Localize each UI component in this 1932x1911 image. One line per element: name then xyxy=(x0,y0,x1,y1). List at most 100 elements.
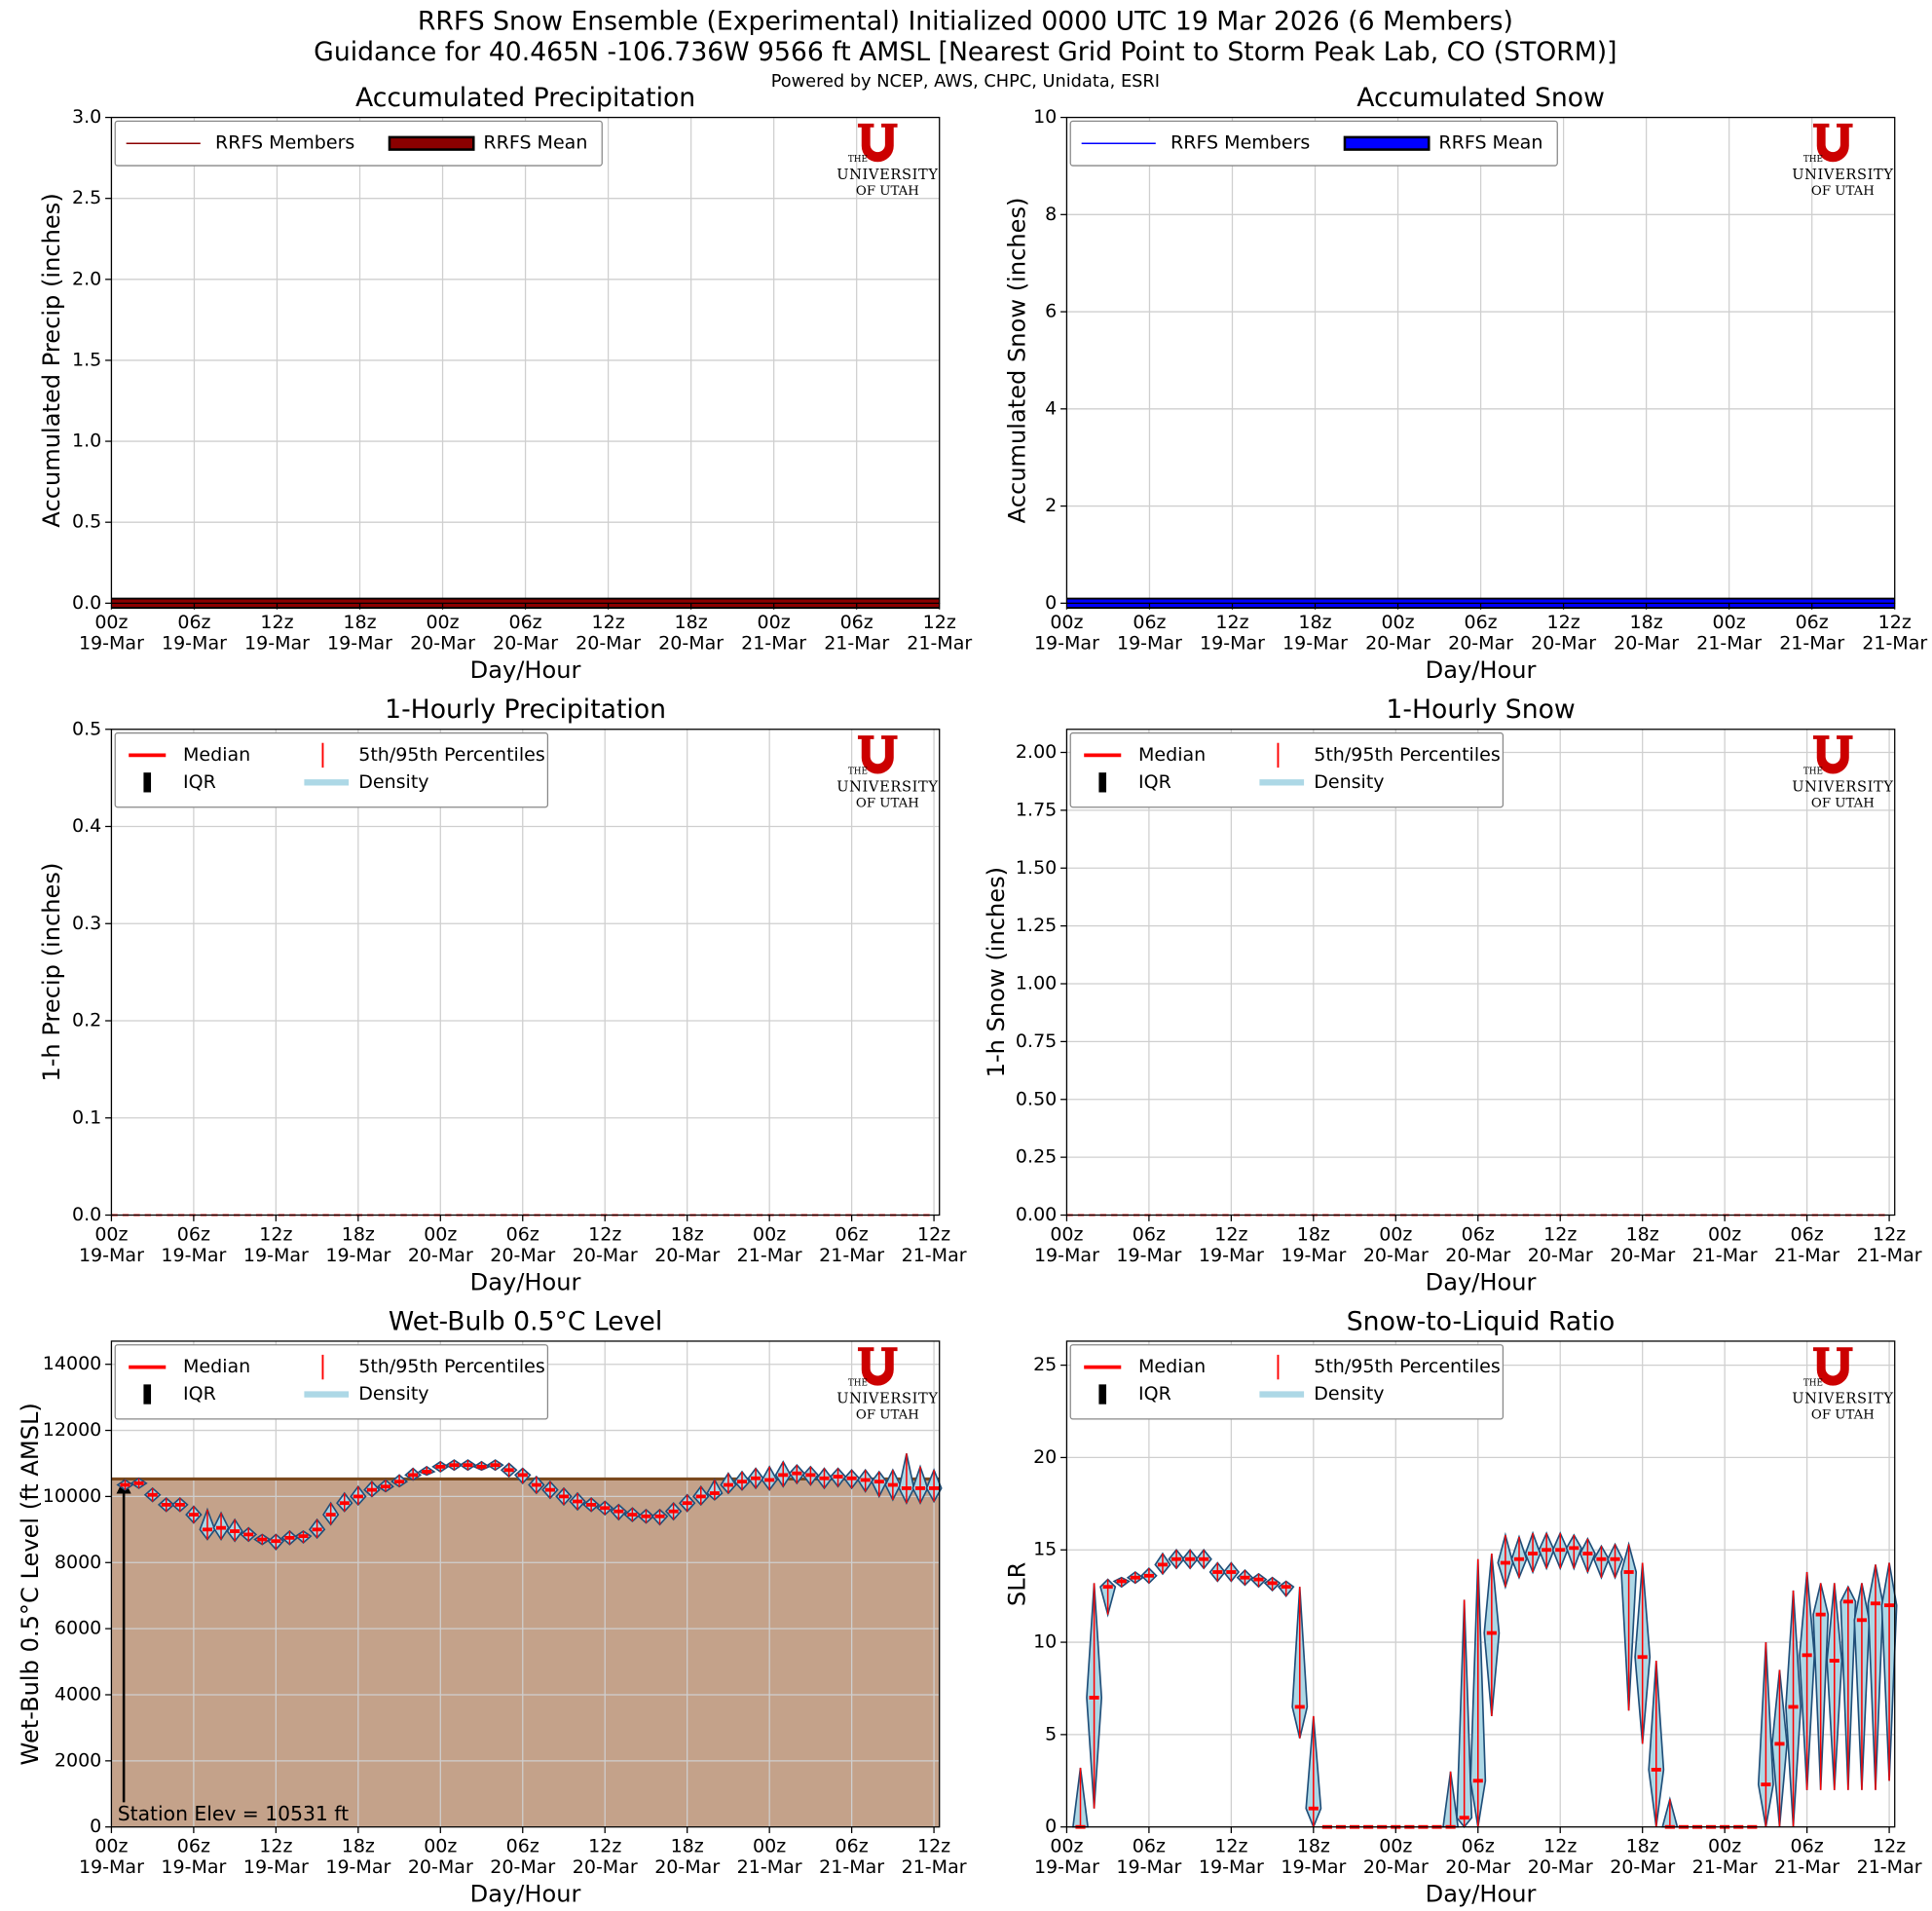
y-axis-label: Wet-Bulb 0.5°C Level (ft AMSL) xyxy=(17,1403,44,1765)
x-tick-label: 06z xyxy=(1796,612,1829,633)
plot-area xyxy=(111,729,940,1216)
x-tick-label: 19-Mar xyxy=(327,633,392,655)
y-tick-label: 2.5 xyxy=(72,187,101,208)
legend-label: IQR xyxy=(183,771,216,793)
x-tick-label: 00z xyxy=(753,1223,786,1245)
x-tick-label: 20-Mar xyxy=(1610,1245,1675,1266)
x-tick-label: 06z xyxy=(1462,1836,1495,1857)
x-tick-label: 20-Mar xyxy=(573,1856,638,1878)
y-tick-label: 0.00 xyxy=(1016,1204,1057,1225)
x-tick-label: 06z xyxy=(1133,1223,1166,1245)
figure-subtitle: Guidance for 40.465N -106.736W 9566 ft A… xyxy=(314,37,1616,67)
y-tick-label: 12000 xyxy=(43,1419,101,1441)
logo-mark xyxy=(1812,735,1853,774)
legend-label: 5th/95th Percentiles xyxy=(358,744,544,766)
y-tick-label: 2000 xyxy=(55,1749,101,1771)
x-tick-label: 18z xyxy=(1626,1836,1659,1857)
x-tick-label: 19-Mar xyxy=(243,1245,309,1266)
legend-label: RRFS Mean xyxy=(1438,132,1542,154)
x-tick-label: 18z xyxy=(1298,612,1331,633)
x-tick-label: 12z xyxy=(917,1836,950,1857)
x-tick-label: 21-Mar xyxy=(902,1856,967,1878)
x-tick-label: 12z xyxy=(1873,1223,1906,1245)
x-tick-label: 12z xyxy=(259,1223,292,1245)
x-tick-label: 00z xyxy=(758,612,791,633)
x-tick-label: 20-Mar xyxy=(490,1245,555,1266)
y-tick-label: 10 xyxy=(1033,106,1057,128)
y-tick-label: 0 xyxy=(1045,592,1057,614)
x-tick-label: 20-Mar xyxy=(573,1245,638,1266)
legend-key xyxy=(1098,772,1107,793)
logo-text: THE xyxy=(1803,155,1823,165)
y-tick-label: 0.5 xyxy=(72,511,101,533)
y-tick-label: 1.25 xyxy=(1016,915,1057,936)
y-tick-label: 2 xyxy=(1045,495,1057,516)
logo-text: THE xyxy=(848,155,868,165)
x-tick-label: 00z xyxy=(1050,612,1083,633)
x-tick-label: 06z xyxy=(506,1223,539,1245)
y-tick-label: 1.5 xyxy=(72,349,101,370)
y-tick-label: 0 xyxy=(1045,1816,1057,1837)
y-tick-label: 0.0 xyxy=(72,1204,101,1225)
logo-text: UNIVERSITY xyxy=(836,778,938,795)
logo-mark xyxy=(857,1347,898,1386)
logo-text: THE xyxy=(848,1379,868,1389)
x-tick-label: 19-Mar xyxy=(1117,633,1182,655)
legend-label: Median xyxy=(183,744,250,766)
x-tick-label: 20-Mar xyxy=(1365,633,1430,655)
legend-key xyxy=(1098,1384,1107,1405)
x-tick-label: 12z xyxy=(923,612,956,633)
x-tick-label: 18z xyxy=(1297,1836,1330,1857)
y-tick-label: 0.1 xyxy=(72,1106,101,1128)
x-tick-label: 00z xyxy=(1708,1836,1741,1857)
y-tick-label: 0.50 xyxy=(1016,1088,1057,1109)
x-tick-label: 19-Mar xyxy=(1199,1856,1264,1878)
x-axis-label: Day/Hour xyxy=(1426,1881,1537,1908)
x-tick-label: 20-Mar xyxy=(576,633,641,655)
x-tick-label: 18z xyxy=(342,1223,375,1245)
x-tick-label: 00z xyxy=(94,612,128,633)
legend-label: Density xyxy=(1314,771,1384,793)
logo-text: UNIVERSITY xyxy=(836,1391,938,1407)
x-tick-label: 00z xyxy=(424,1223,457,1245)
logo-text: UNIVERSITY xyxy=(1792,778,1893,795)
legend-label: 5th/95th Percentiles xyxy=(1314,1356,1500,1377)
legend-label: IQR xyxy=(1138,1383,1171,1405)
y-axis-label: Accumulated Snow (inches) xyxy=(1004,198,1031,524)
logo-mark xyxy=(857,123,898,163)
x-tick-label: 12z xyxy=(1215,612,1248,633)
x-tick-label: 12z xyxy=(588,1836,621,1857)
x-tick-label: 00z xyxy=(1713,612,1746,633)
x-tick-label: 12z xyxy=(1543,1836,1577,1857)
logo-text: THE xyxy=(848,767,868,776)
legend-key xyxy=(143,772,152,793)
x-tick-label: 21-Mar xyxy=(1857,1856,1922,1878)
x-tick-label: 06z xyxy=(1791,1836,1824,1857)
x-tick-label: 06z xyxy=(506,1836,539,1857)
x-tick-label: 20-Mar xyxy=(490,1856,555,1878)
x-tick-label: 20-Mar xyxy=(1614,633,1679,655)
x-tick-label: 00z xyxy=(753,1836,786,1857)
legend-label: Density xyxy=(1314,1383,1384,1405)
x-tick-label: 19-Mar xyxy=(162,633,227,655)
x-tick-label: 19-Mar xyxy=(243,1856,309,1878)
y-tick-label: 8000 xyxy=(55,1552,101,1573)
y-tick-label: 10000 xyxy=(43,1485,101,1507)
x-tick-label: 20-Mar xyxy=(493,633,558,655)
logo-mark xyxy=(1812,123,1853,163)
x-tick-label: 19-Mar xyxy=(1034,1245,1099,1266)
logo-text: THE xyxy=(1803,767,1823,776)
x-tick-label: 20-Mar xyxy=(1448,633,1513,655)
legend-label: 5th/95th Percentiles xyxy=(358,1356,544,1377)
x-tick-label: 21-Mar xyxy=(1862,633,1927,655)
x-axis-label: Day/Hour xyxy=(470,1881,581,1908)
x-tick-label: 12z xyxy=(1873,1836,1906,1857)
x-tick-label: 20-Mar xyxy=(408,1245,473,1266)
y-axis-label: SLR xyxy=(1004,1561,1031,1606)
x-tick-label: 21-Mar xyxy=(902,1245,967,1266)
logo-text: OF UTAH xyxy=(856,796,919,810)
legend-box xyxy=(114,1344,549,1420)
plot-frame xyxy=(110,1340,941,1828)
x-tick-label: 06z xyxy=(1133,1836,1166,1857)
